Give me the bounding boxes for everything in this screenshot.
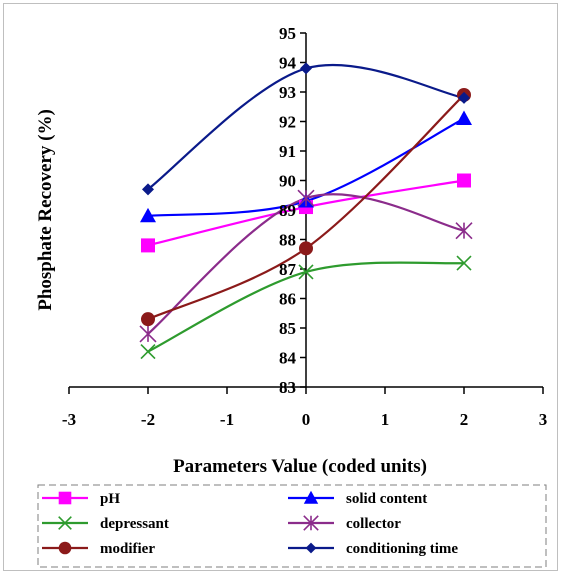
legend-marker — [58, 516, 72, 530]
x-tick-label: -1 — [220, 410, 234, 429]
y-tick-label: 83 — [279, 378, 296, 397]
data-point — [139, 325, 157, 343]
legend-marker — [303, 515, 319, 531]
data-point — [457, 173, 471, 188]
legend-marker — [305, 542, 317, 554]
legend: pH solid content depressant collector modifi… — [37, 484, 547, 568]
y-tick-label: 87 — [279, 260, 297, 279]
legend-marker — [303, 490, 319, 504]
series-markers — [139, 62, 473, 360]
legend-box — [37, 484, 547, 568]
legend-label: conditioning time — [346, 541, 458, 557]
tick-labels: -3 -2 -1 0 1 2 3 83 84 85 86 87 88 89 90 91 92 93 94 95 — [62, 24, 547, 429]
data-point — [140, 344, 156, 360]
data-point — [455, 222, 473, 240]
legend-label: depressant — [100, 516, 169, 532]
x-tick-label: -3 — [62, 410, 76, 429]
x-tick-label: 0 — [302, 410, 311, 429]
legend-label: collector — [346, 516, 401, 532]
x-tick-label: 1 — [381, 410, 390, 429]
legend-marker — [58, 491, 72, 505]
data-point — [141, 312, 155, 327]
y-axis-title: Phosphate Recovery (%) — [35, 109, 56, 311]
data-point — [300, 62, 312, 75]
y-tick-label: 86 — [279, 290, 296, 309]
y-tick-label: 90 — [279, 172, 296, 191]
legend-label: pH — [100, 491, 120, 507]
y-tick-label: 85 — [279, 319, 296, 338]
data-point — [142, 183, 154, 196]
data-point — [298, 264, 314, 280]
y-tick-label: 84 — [279, 349, 297, 368]
y-tick-label: 88 — [279, 231, 296, 250]
y-tick-label: 92 — [279, 113, 296, 132]
y-tick-label: 94 — [279, 54, 297, 73]
x-axis-title: Parameters Value (coded units) — [173, 456, 427, 477]
legend-label: modifier — [100, 541, 155, 557]
data-point — [297, 189, 315, 207]
data-point — [140, 207, 156, 223]
data-point — [456, 255, 472, 271]
y-tick-label: 93 — [279, 83, 296, 102]
y-tick-label: 91 — [279, 142, 296, 161]
legend-label: solid content — [346, 491, 427, 507]
data-point — [141, 238, 155, 253]
y-tick-label: 89 — [279, 201, 296, 220]
data-point — [458, 91, 470, 104]
x-tick-label: -2 — [141, 410, 155, 429]
legend-marker — [58, 541, 72, 555]
x-tick-label: 2 — [460, 410, 469, 429]
data-point — [299, 241, 313, 256]
x-tick-label: 3 — [539, 410, 548, 429]
y-tick-label: 95 — [279, 24, 296, 43]
data-point — [456, 110, 472, 125]
